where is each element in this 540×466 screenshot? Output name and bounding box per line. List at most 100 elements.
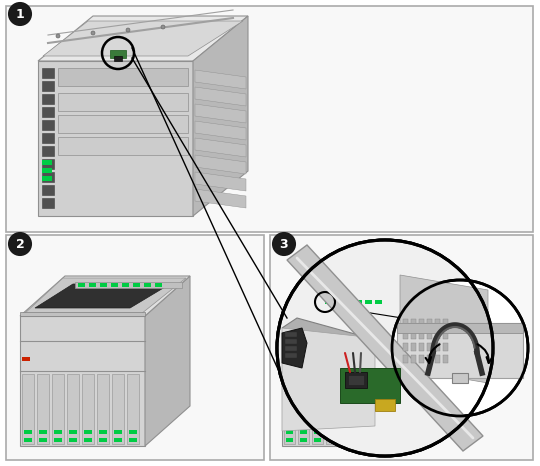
Bar (411, 355, 416, 363)
Bar (328, 438, 335, 442)
Bar (345, 372, 367, 388)
Bar (325, 300, 332, 304)
Bar (375, 399, 395, 411)
Bar (397, 323, 523, 333)
Circle shape (277, 240, 493, 456)
Bar (375, 300, 382, 304)
Bar (298, 364, 309, 444)
Bar (419, 355, 424, 363)
Bar (300, 430, 307, 434)
Circle shape (126, 28, 130, 32)
Polygon shape (75, 282, 182, 288)
Polygon shape (24, 278, 186, 314)
Bar (122, 283, 129, 287)
Polygon shape (195, 155, 246, 174)
Bar (285, 332, 297, 337)
Polygon shape (20, 312, 145, 316)
Circle shape (9, 3, 31, 25)
Polygon shape (20, 276, 190, 316)
Bar (42, 68, 54, 78)
Bar (443, 343, 448, 351)
Bar (58, 115, 188, 133)
Bar (69, 438, 77, 442)
Bar (42, 159, 54, 169)
Bar (368, 364, 379, 444)
Bar (42, 185, 54, 195)
Bar (443, 319, 448, 327)
Bar (6, 6, 533, 232)
Bar (427, 355, 432, 363)
Bar (340, 368, 400, 403)
Circle shape (9, 233, 31, 255)
Bar (69, 430, 77, 434)
Bar (42, 120, 54, 130)
Bar (312, 364, 323, 444)
Bar (99, 430, 107, 434)
Bar (99, 438, 107, 442)
Circle shape (392, 280, 528, 416)
Polygon shape (195, 104, 246, 123)
Bar (78, 283, 85, 287)
Bar (356, 430, 363, 434)
Bar (42, 107, 54, 117)
Bar (314, 430, 321, 434)
Bar (335, 300, 342, 304)
Bar (443, 331, 448, 339)
Bar (22, 357, 30, 361)
Polygon shape (35, 284, 170, 308)
Bar (112, 374, 124, 444)
Bar (133, 283, 140, 287)
Bar (84, 430, 92, 434)
Circle shape (56, 34, 60, 38)
Bar (84, 438, 92, 442)
Polygon shape (282, 323, 382, 326)
Bar (284, 354, 291, 358)
Polygon shape (38, 16, 248, 61)
Polygon shape (195, 138, 246, 157)
Bar (285, 346, 297, 351)
Polygon shape (282, 318, 478, 378)
Bar (427, 343, 432, 351)
Bar (110, 50, 126, 58)
Bar (270, 235, 533, 460)
Bar (54, 430, 62, 434)
Bar (58, 137, 188, 155)
Bar (67, 374, 79, 444)
Polygon shape (195, 87, 246, 106)
Bar (144, 283, 151, 287)
Bar (355, 300, 362, 304)
Bar (52, 374, 64, 444)
Bar (403, 319, 408, 327)
Polygon shape (43, 21, 243, 56)
Polygon shape (195, 172, 246, 191)
Bar (365, 300, 372, 304)
Text: 3: 3 (280, 238, 288, 251)
Bar (39, 430, 47, 434)
Bar (42, 168, 52, 173)
Bar (114, 56, 122, 61)
Polygon shape (20, 316, 145, 446)
Bar (370, 438, 377, 442)
Polygon shape (193, 16, 248, 216)
Polygon shape (282, 328, 307, 368)
Bar (427, 331, 432, 339)
Bar (127, 374, 139, 444)
Bar (435, 319, 440, 327)
Bar (286, 438, 293, 442)
Bar (129, 430, 137, 434)
Bar (42, 94, 54, 104)
Polygon shape (282, 328, 375, 431)
Bar (411, 331, 416, 339)
Bar (42, 133, 54, 143)
Bar (114, 438, 122, 442)
Bar (411, 319, 416, 327)
Bar (97, 374, 109, 444)
Bar (342, 438, 349, 442)
Bar (403, 343, 408, 351)
Bar (42, 160, 52, 165)
Bar (300, 438, 307, 442)
Polygon shape (195, 189, 246, 208)
Bar (286, 430, 293, 434)
Bar (435, 343, 440, 351)
Bar (42, 198, 54, 208)
